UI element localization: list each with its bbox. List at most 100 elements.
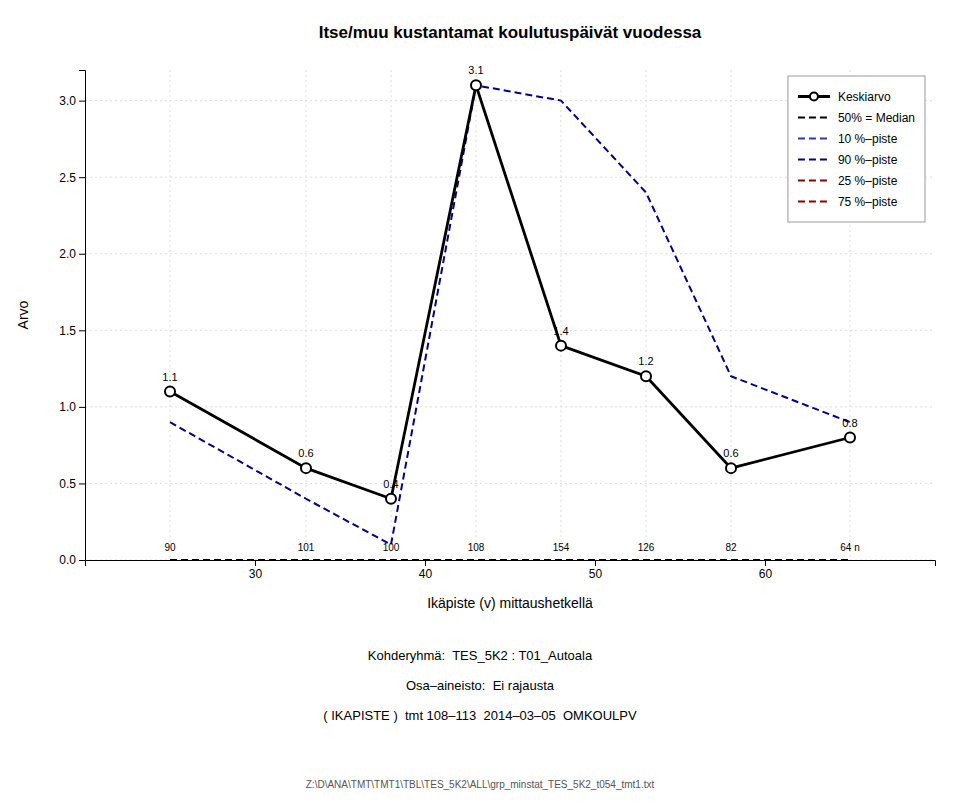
tick: 2.0 bbox=[59, 247, 85, 261]
tick: 60 bbox=[759, 560, 773, 581]
tick: 3.0 bbox=[59, 94, 85, 108]
annotation: 82 bbox=[725, 542, 737, 553]
tick: 0.0 bbox=[59, 553, 85, 567]
legend-swatch bbox=[798, 138, 830, 140]
legend: Keskiarvo 50% = Median 10 %–piste 90 %–pist… bbox=[788, 76, 925, 222]
marks bbox=[165, 80, 855, 560]
tick: 40 bbox=[419, 560, 433, 581]
marker bbox=[641, 371, 651, 381]
title: Itse/muu kustantamat koulutuspäivät vuod… bbox=[319, 23, 702, 42]
tick-mark bbox=[79, 254, 85, 255]
subtitle: Osa–aineisto: Ei rajausta bbox=[406, 678, 555, 693]
grid-line bbox=[306, 70, 307, 560]
tick: 2.5 bbox=[59, 171, 85, 185]
grid-line bbox=[85, 483, 935, 484]
tick-mark bbox=[79, 407, 85, 408]
grid-line bbox=[170, 70, 171, 560]
legend-swatch bbox=[798, 201, 830, 203]
legend-item: 10 %–piste bbox=[798, 132, 898, 146]
tick-label: 60 bbox=[759, 567, 773, 581]
legend-label: 90 %–piste bbox=[838, 153, 898, 167]
data-label: 1.2 bbox=[638, 355, 653, 367]
grid-line bbox=[561, 70, 562, 560]
tick-label: 1.5 bbox=[59, 324, 76, 338]
tick-mark bbox=[79, 560, 85, 561]
legend-item: 25 %–piste bbox=[798, 174, 898, 188]
legend-marker bbox=[810, 93, 818, 101]
series-line bbox=[170, 559, 850, 561]
tick-label: 0.5 bbox=[59, 477, 76, 491]
tick-label: 50 bbox=[589, 567, 603, 581]
data-label: 1.4 bbox=[553, 325, 568, 337]
annotation: 100 bbox=[383, 542, 400, 553]
tick: 0.5 bbox=[59, 477, 85, 491]
legend-label: 50% = Median bbox=[838, 111, 915, 125]
tick-label: 30 bbox=[249, 567, 263, 581]
marker bbox=[386, 494, 396, 504]
tick-mark bbox=[79, 101, 85, 102]
legend-box bbox=[788, 76, 925, 222]
annotation: 90 bbox=[164, 542, 176, 553]
marker bbox=[726, 463, 736, 473]
data-label: 0.6 bbox=[723, 447, 738, 459]
series-line bbox=[170, 85, 850, 498]
annotation: 154 bbox=[553, 542, 570, 553]
grid-line bbox=[85, 253, 935, 254]
texts: 1.10.60.43.11.41.20.60.89010110010815412… bbox=[162, 64, 859, 553]
x-axis-title: Ikäpiste (v) mittaushetkellä bbox=[427, 595, 593, 611]
series-line bbox=[170, 559, 850, 561]
grid-line bbox=[85, 330, 935, 331]
grid-line bbox=[646, 70, 647, 560]
tick-label: 2.5 bbox=[59, 171, 76, 185]
footnote: Z:\D\ANA\TMT\TMT1\TBL\TES_5K2\ALL\grp_mi… bbox=[306, 779, 655, 790]
marker bbox=[556, 341, 566, 351]
legend-swatch bbox=[798, 159, 830, 161]
legend-item: 50% = Median bbox=[798, 111, 915, 125]
legend-swatch bbox=[798, 117, 830, 119]
legend-label: 75 %–piste bbox=[838, 195, 898, 209]
annotation: 64 n bbox=[840, 542, 859, 553]
tick-label: 3.0 bbox=[59, 94, 76, 108]
tick-label: 40 bbox=[419, 567, 433, 581]
y-axis-title: Arvo bbox=[15, 300, 31, 329]
tick-mark bbox=[79, 177, 85, 178]
legend-label: 25 %–piste bbox=[838, 174, 898, 188]
legend-item: 90 %–piste bbox=[798, 153, 898, 167]
legend-item: 75 %–piste bbox=[798, 195, 898, 209]
chart: 30 40 50 60 0.0 0.5 1.0 1.5 2.0 2.5 3.0 1.1 0.6 0.4 3.… bbox=[0, 0, 960, 810]
legend-swatch bbox=[798, 180, 830, 182]
tick: 1.0 bbox=[59, 400, 85, 414]
tick-mark bbox=[595, 560, 596, 566]
data-label: 0.4 bbox=[383, 478, 398, 490]
data-label: 0.8 bbox=[842, 417, 857, 429]
series-line bbox=[170, 85, 850, 544]
grid bbox=[85, 70, 935, 560]
marker bbox=[165, 387, 175, 397]
grid-line bbox=[476, 70, 477, 560]
annotation: 126 bbox=[638, 542, 655, 553]
tick-label: 2.0 bbox=[59, 247, 76, 261]
tick-mark bbox=[255, 560, 256, 566]
legend-label: Keskiarvo bbox=[838, 90, 891, 104]
marker bbox=[471, 80, 481, 90]
x-axis: 30 40 50 60 bbox=[86, 560, 936, 581]
tick-mark bbox=[79, 483, 85, 484]
axis-line bbox=[86, 561, 936, 567]
tick-label: 1.0 bbox=[59, 400, 76, 414]
data-label: 1.1 bbox=[162, 371, 177, 383]
tick: 1.5 bbox=[59, 324, 85, 338]
annotation: 101 bbox=[298, 542, 315, 553]
axis-line bbox=[79, 71, 86, 561]
subtitle: Kohderyhmä: TES_5K2 : T01_Autoala bbox=[368, 648, 593, 663]
y-axis: 0.0 0.5 1.0 1.5 2.0 2.5 3.0 bbox=[59, 71, 85, 568]
tick-label: 0.0 bbox=[59, 553, 76, 567]
series-line bbox=[170, 559, 850, 561]
grid-line bbox=[731, 70, 732, 560]
annotation: 108 bbox=[468, 542, 485, 553]
data-label: 3.1 bbox=[468, 64, 483, 76]
tick: 50 bbox=[589, 560, 603, 581]
marker bbox=[845, 433, 855, 443]
marker bbox=[301, 463, 311, 473]
plot: 30 40 50 60 0.0 0.5 1.0 1.5 2.0 2.5 3.0 1.1 0.6 0.4 3.… bbox=[59, 64, 935, 580]
legend-label: 10 %–piste bbox=[838, 132, 898, 146]
